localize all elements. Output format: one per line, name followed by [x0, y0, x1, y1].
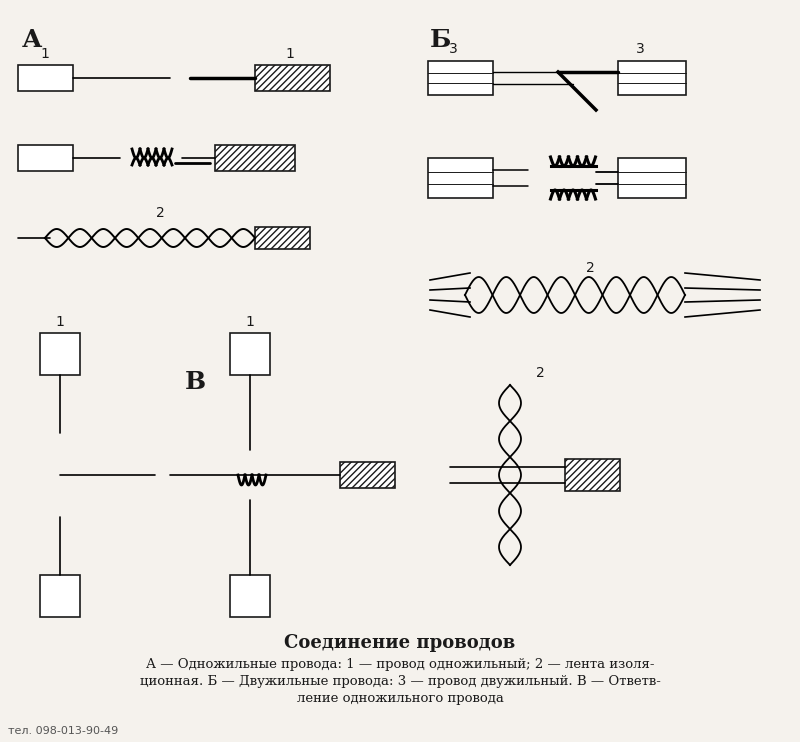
Bar	[18, 145, 73, 171]
Text: 3: 3	[636, 42, 644, 56]
Bar	[255, 65, 330, 91]
Bar	[428, 158, 493, 198]
Text: 1: 1	[286, 47, 294, 61]
Text: 3: 3	[449, 42, 458, 56]
Bar	[255, 227, 310, 249]
Text: 1: 1	[55, 315, 65, 329]
Text: Соединение проводов: Соединение проводов	[284, 634, 516, 652]
Bar	[230, 575, 270, 617]
Text: 2: 2	[156, 206, 164, 220]
Bar	[215, 145, 295, 171]
Bar	[565, 459, 620, 491]
Bar	[618, 158, 686, 198]
Text: 1: 1	[246, 315, 254, 329]
Text: 2: 2	[586, 261, 594, 275]
Bar	[428, 61, 493, 95]
Text: А — Одножильные провода: 1 — провод одножильный; 2 — лента изоля-: А — Одножильные провода: 1 — провод одно…	[146, 658, 654, 671]
Bar	[40, 575, 80, 617]
Bar	[230, 333, 270, 375]
Text: тел. 098-013-90-49: тел. 098-013-90-49	[8, 726, 118, 736]
Text: 2: 2	[536, 366, 544, 380]
Text: А: А	[22, 28, 42, 52]
Text: 1: 1	[41, 47, 50, 61]
Text: ление одножильного провода: ление одножильного провода	[297, 692, 503, 705]
Text: В: В	[185, 370, 206, 394]
Bar	[340, 462, 395, 488]
Bar	[18, 65, 73, 91]
Bar	[40, 333, 80, 375]
Text: ционная. Б — Двужильные провода: 3 — провод двужильный. В — Ответв-: ционная. Б — Двужильные провода: 3 — про…	[139, 675, 661, 688]
Text: Б: Б	[430, 28, 451, 52]
Bar	[618, 61, 686, 95]
